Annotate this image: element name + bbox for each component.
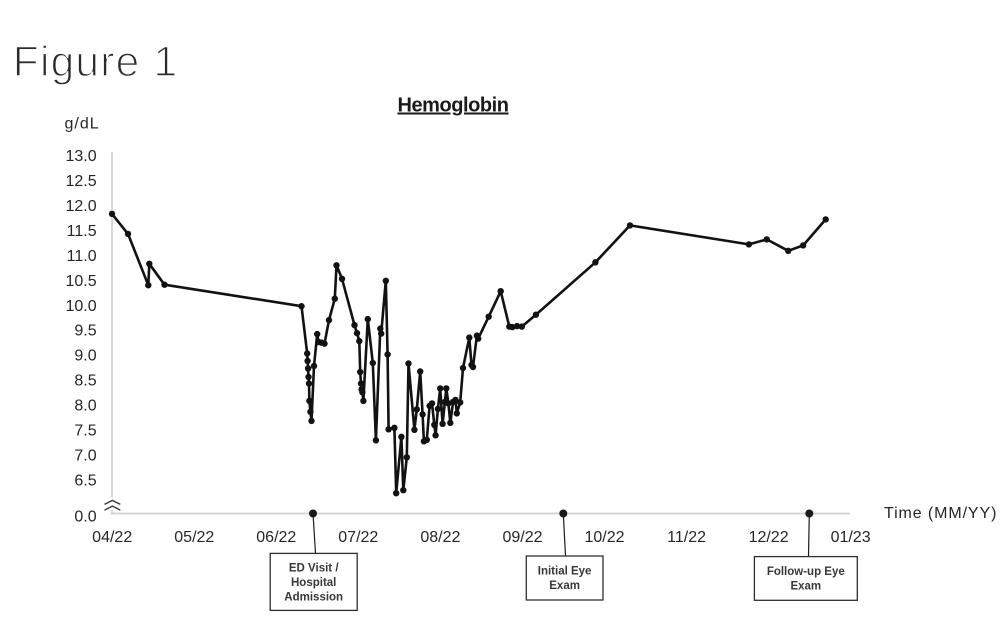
svg-text:09/22: 09/22 xyxy=(502,529,542,546)
svg-text:10/22: 10/22 xyxy=(584,529,624,546)
svg-text:05/22: 05/22 xyxy=(174,529,214,546)
svg-text:7.5: 7.5 xyxy=(74,422,96,439)
svg-text:Admission: Admission xyxy=(284,592,343,604)
svg-text:9.5: 9.5 xyxy=(74,323,96,340)
svg-text:Hospital: Hospital xyxy=(291,577,336,589)
svg-text:10.5: 10.5 xyxy=(65,273,96,290)
svg-text:0.0: 0.0 xyxy=(74,509,96,526)
svg-text:11/22: 11/22 xyxy=(667,529,706,546)
svg-text:04/22: 04/22 xyxy=(92,529,132,546)
svg-text:Exam: Exam xyxy=(549,580,580,592)
svg-text:Time (MM/YY): Time (MM/YY) xyxy=(884,505,997,522)
svg-text:08/22: 08/22 xyxy=(420,529,460,546)
svg-text:12/22: 12/22 xyxy=(749,529,789,546)
svg-text:12.0: 12.0 xyxy=(65,198,96,215)
svg-text:07/22: 07/22 xyxy=(338,529,378,546)
svg-text:10.0: 10.0 xyxy=(65,298,96,315)
svg-text:13.0: 13.0 xyxy=(65,148,96,165)
svg-text:11.0: 11.0 xyxy=(67,248,97,265)
svg-text:g/dL: g/dL xyxy=(65,115,100,132)
svg-text:Initial Eye: Initial Eye xyxy=(538,566,592,578)
svg-text:11.5: 11.5 xyxy=(67,223,97,240)
svg-text:12.5: 12.5 xyxy=(65,173,96,190)
svg-text:8.5: 8.5 xyxy=(74,373,96,390)
svg-text:Figure 1: Figure 1 xyxy=(13,39,179,86)
svg-text:8.0: 8.0 xyxy=(74,398,96,415)
svg-text:6.5: 6.5 xyxy=(74,472,96,489)
svg-text:9.0: 9.0 xyxy=(74,348,96,365)
svg-text:7.0: 7.0 xyxy=(74,447,96,464)
svg-text:Follow-up Eye: Follow-up Eye xyxy=(767,566,845,578)
svg-text:06/22: 06/22 xyxy=(256,529,296,546)
svg-text:ED Visit /: ED Visit / xyxy=(289,563,339,575)
svg-text:Hemoglobin: Hemoglobin xyxy=(397,95,508,117)
svg-text:Exam: Exam xyxy=(790,581,821,593)
svg-text:01/23: 01/23 xyxy=(831,529,871,546)
